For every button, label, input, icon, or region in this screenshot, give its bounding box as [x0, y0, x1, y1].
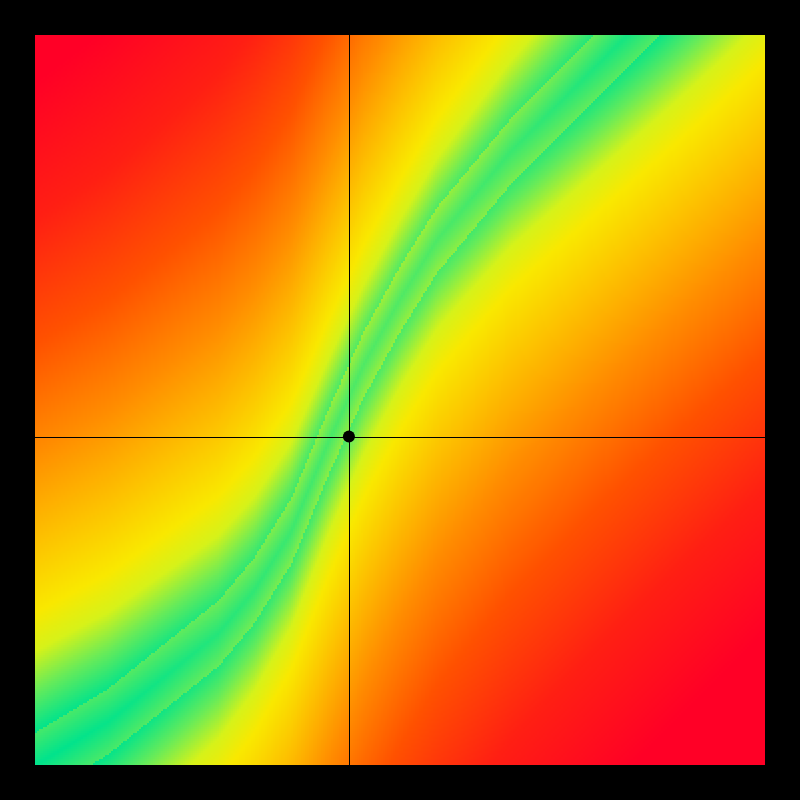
- bottleneck-heatmap: [0, 0, 800, 800]
- watermark-text: TheBottleneck.com: [567, 6, 770, 32]
- chart-container: { "watermark": { "text": "TheBottleneck.…: [0, 0, 800, 800]
